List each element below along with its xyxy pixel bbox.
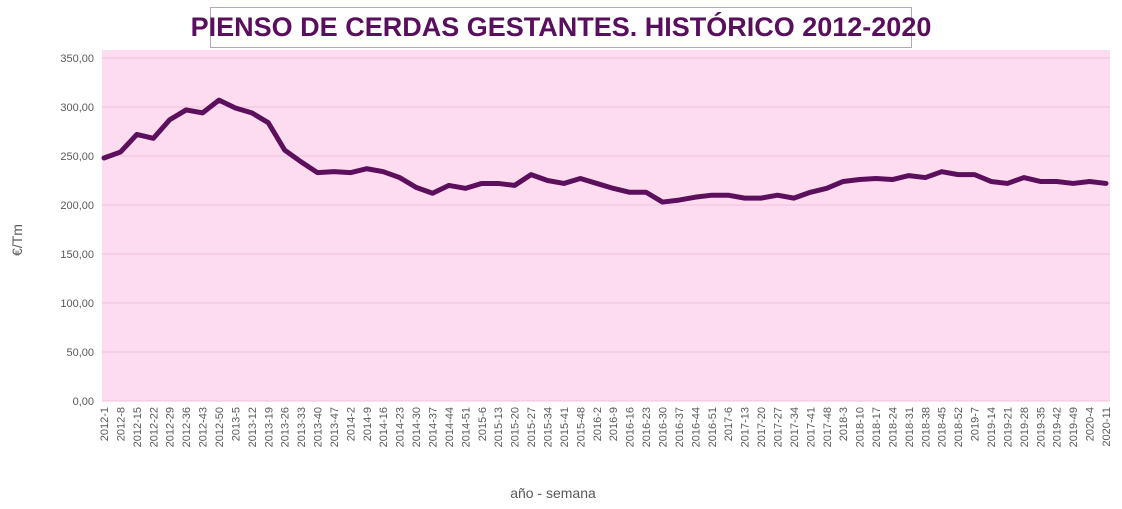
x-tick-label: 2018-17 [871, 407, 883, 447]
x-tick-label: 2018-38 [920, 407, 932, 447]
x-tick-label: 2018-52 [953, 407, 965, 447]
x-tick-label: 2012-50 [214, 407, 226, 447]
x-tick-label: 2012-22 [148, 407, 160, 447]
x-tick-label: 2017-13 [740, 407, 752, 447]
x-tick-label: 2013-26 [280, 407, 292, 447]
x-tick-label: 2015-20 [510, 407, 522, 447]
x-tick-label: 2018-10 [855, 407, 867, 447]
chart-title: PIENSO DE CERDAS GESTANTES. HISTÓRICO 20… [191, 7, 931, 48]
x-tick-label: 2014-2 [345, 407, 357, 441]
y-tick-label: 100,00 [60, 298, 94, 310]
x-tick-label: 2015-13 [493, 407, 505, 447]
x-tick-label: 2017-48 [822, 407, 834, 447]
y-tick-label: 150,00 [60, 249, 94, 261]
x-tick-label: 2016-37 [674, 407, 686, 447]
x-tick-label: 2018-24 [887, 407, 899, 447]
y-tick-label: 200,00 [60, 200, 94, 212]
x-tick-label: 2019-35 [1035, 407, 1047, 447]
x-tick-label: 2019-49 [1068, 407, 1080, 447]
x-tick-label: 2017-20 [756, 407, 768, 447]
x-tick-label: 2015-41 [559, 407, 571, 447]
x-tick-label: 2016-2 [592, 407, 604, 441]
x-tick-label: 2017-6 [723, 407, 735, 441]
x-tick-label: 2014-9 [362, 407, 374, 441]
x-tick-label: 2013-12 [247, 407, 259, 447]
x-tick-label: 2014-44 [444, 407, 456, 447]
x-tick-label: 2017-41 [805, 407, 817, 447]
y-axis-label: €/Tm [9, 224, 25, 256]
x-tick-label: 2016-51 [707, 407, 719, 447]
x-tick-label: 2015-6 [477, 407, 489, 441]
x-tick-label: 2019-21 [1002, 407, 1014, 447]
x-tick-label: 2016-9 [608, 407, 620, 441]
y-tick-label: 50,00 [66, 347, 94, 359]
x-tick-label: 2015-34 [543, 407, 555, 447]
x-tick-label: 2013-33 [296, 407, 308, 447]
x-tick-label: 2017-27 [772, 407, 784, 447]
x-tick-label: 2014-51 [460, 407, 472, 447]
x-tick-label: 2013-5 [230, 407, 242, 441]
x-tick-label: 2018-31 [904, 407, 916, 447]
x-tick-label: 2014-37 [428, 407, 440, 447]
x-tick-label: 2012-29 [165, 407, 177, 447]
x-tick-label: 2020-4 [1085, 407, 1097, 441]
x-tick-label: 2020-11 [1101, 407, 1113, 447]
x-tick-label: 2019-42 [1052, 407, 1064, 447]
x-axis-label: año - semana [510, 485, 596, 501]
x-tick-label: 2012-36 [181, 407, 193, 447]
y-tick-label: 300,00 [60, 102, 94, 114]
x-tick-label: 2017-34 [789, 407, 801, 447]
plot-area [102, 50, 1110, 401]
x-tick-label: 2019-14 [986, 407, 998, 447]
x-tick-label: 2013-40 [313, 407, 325, 447]
x-tick-label: 2014-23 [395, 407, 407, 447]
y-tick-label: 0,00 [73, 396, 94, 408]
x-tick-label: 2016-16 [625, 407, 637, 447]
x-tick-label: 2015-48 [575, 407, 587, 447]
x-tick-label: 2019-7 [970, 407, 982, 441]
y-tick-label: 350,00 [60, 53, 94, 65]
x-tick-label: 2014-30 [411, 407, 423, 447]
x-tick-label: 2019-28 [1019, 407, 1031, 447]
x-tick-label: 2012-8 [115, 407, 127, 441]
x-tick-label: 2016-23 [641, 407, 653, 447]
x-tick-label: 2013-19 [263, 407, 275, 447]
x-tick-label: 2014-16 [378, 407, 390, 447]
x-tick-label: 2016-30 [657, 407, 669, 447]
x-tick-label: 2012-1 [99, 407, 111, 441]
series-line [101, 97, 1109, 205]
x-tick-label: 2016-44 [690, 407, 702, 447]
x-tick-label: 2018-3 [838, 407, 850, 441]
y-tick-label: 250,00 [60, 151, 94, 163]
x-tick-label: 2012-43 [198, 407, 210, 447]
x-tick-label: 2012-15 [132, 407, 144, 447]
x-tick-label: 2015-27 [526, 407, 538, 447]
x-tick-label: 2018-45 [937, 407, 949, 447]
x-tick-label: 2013-47 [329, 407, 341, 447]
